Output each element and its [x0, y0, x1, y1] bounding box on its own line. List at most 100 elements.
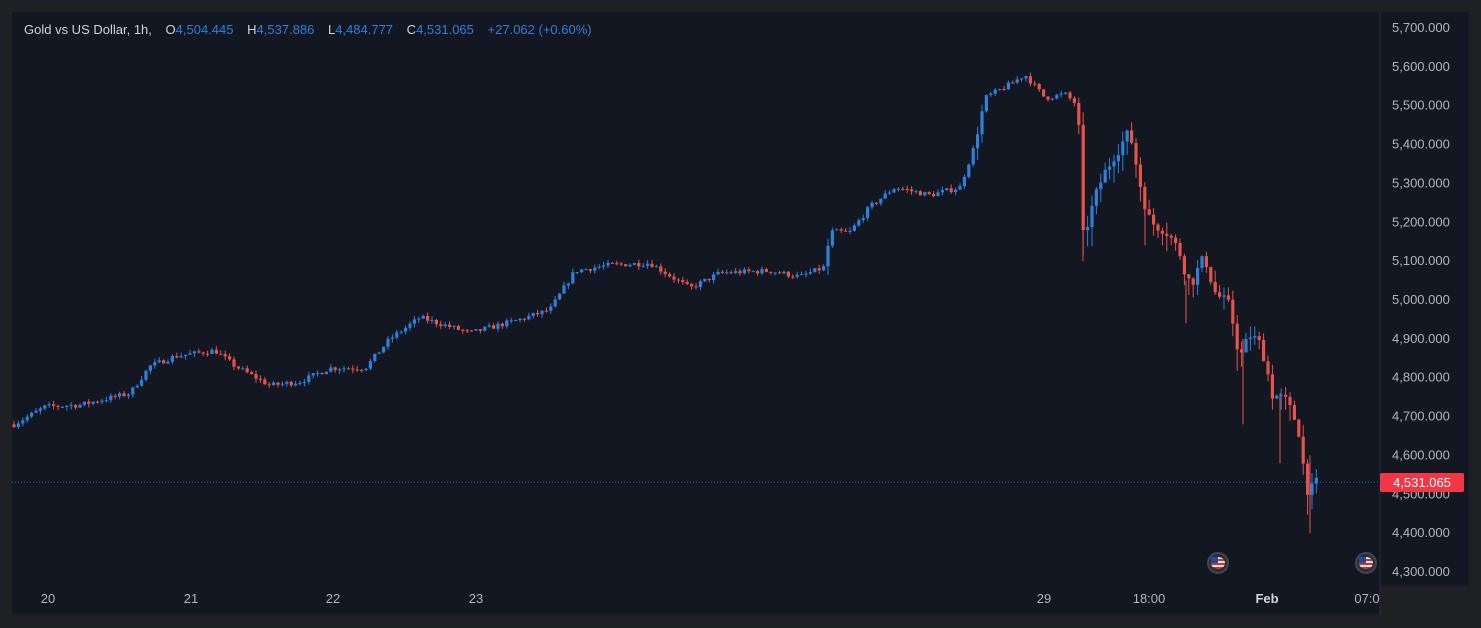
- candle-body: [232, 359, 236, 367]
- candle-body: [1262, 339, 1266, 362]
- current-price-tag: 4,531.065: [1380, 472, 1464, 492]
- candle-body: [1077, 102, 1081, 125]
- candle-body: [412, 319, 416, 324]
- candle-body: [47, 404, 51, 406]
- candle-body: [487, 325, 491, 327]
- candle-body: [250, 372, 254, 375]
- candle-body: [751, 271, 755, 273]
- candle-body: [192, 351, 196, 354]
- candle-body: [1248, 337, 1252, 340]
- x-tick-label: 20: [41, 591, 55, 606]
- candle-body: [148, 365, 152, 371]
- candle-body: [1209, 267, 1213, 282]
- candle-body: [698, 281, 702, 288]
- candle-body: [1152, 214, 1156, 225]
- candle-body: [1103, 169, 1107, 183]
- candle-body: [940, 190, 944, 193]
- candle-body: [1112, 161, 1116, 167]
- candle-body: [949, 188, 953, 193]
- open-value: 4,504.445: [175, 22, 234, 37]
- candle-body: [1174, 237, 1178, 243]
- candle-body: [201, 352, 205, 354]
- y-tick-label: 4,900.000: [1392, 331, 1450, 346]
- candle-body: [1213, 281, 1217, 293]
- candle-body: [162, 360, 166, 364]
- candle-body: [355, 369, 359, 371]
- candle-body: [861, 217, 865, 221]
- candle-body: [610, 262, 614, 264]
- y-tick-label: 5,200.000: [1392, 214, 1450, 229]
- candle-body: [549, 306, 553, 311]
- candle-body: [769, 271, 773, 273]
- candle-body: [1218, 292, 1222, 297]
- candle-body: [1042, 89, 1046, 97]
- candle-body: [1068, 92, 1072, 99]
- candle-body: [368, 360, 372, 369]
- candle-body: [210, 349, 214, 355]
- candle-body: [1301, 436, 1305, 464]
- candle-body: [21, 420, 25, 424]
- x-tick-label: 29: [1037, 591, 1051, 606]
- candle-body: [214, 349, 218, 354]
- candle-body: [1134, 143, 1138, 165]
- candle-body: [500, 323, 504, 327]
- candle-body: [170, 356, 174, 362]
- y-tick-label: 5,000.000: [1392, 292, 1450, 307]
- candle-body: [338, 369, 342, 371]
- y-tick-label: 5,500.000: [1392, 98, 1450, 113]
- candle-body: [558, 293, 562, 300]
- candle-body: [56, 405, 60, 407]
- close-label: C: [406, 22, 417, 37]
- candle-body: [571, 272, 575, 284]
- candle-body: [742, 269, 746, 274]
- candle-body: [456, 326, 460, 330]
- candle-body: [958, 186, 962, 190]
- candle-body: [808, 272, 812, 274]
- y-tick-label: 4,800.000: [1392, 370, 1450, 385]
- candle-body: [135, 385, 139, 388]
- candle-body: [324, 371, 328, 375]
- y-tick-label: 5,700.000: [1392, 20, 1450, 35]
- candle-body: [1257, 336, 1261, 340]
- candle-body: [954, 189, 958, 193]
- candle-body: [78, 404, 82, 408]
- candle-body: [1002, 89, 1006, 91]
- candle-body: [96, 401, 100, 403]
- candle-body: [857, 220, 861, 226]
- us-flag-icon[interactable]: [1207, 552, 1229, 574]
- candle-body: [729, 272, 733, 274]
- candle-body: [1130, 130, 1134, 144]
- candle-body: [795, 274, 799, 277]
- candle-body: [267, 384, 271, 386]
- candle-body: [1266, 361, 1270, 375]
- candle-body: [1064, 92, 1068, 94]
- candle-body: [509, 320, 513, 322]
- us-flag-icon[interactable]: [1355, 552, 1377, 574]
- candle-body: [399, 331, 403, 333]
- candle-body: [1138, 164, 1142, 187]
- candle-body: [646, 263, 650, 266]
- candle-body: [1081, 124, 1085, 231]
- candle-body: [514, 320, 518, 322]
- candle-body: [927, 192, 931, 195]
- candle-body: [989, 93, 993, 96]
- low-value: 4,484.777: [335, 22, 394, 37]
- candle-body: [109, 395, 113, 401]
- candle-body: [104, 400, 108, 402]
- candle-body: [531, 312, 535, 316]
- candle-body: [817, 268, 821, 271]
- candle-body: [373, 353, 377, 361]
- candle-body: [60, 406, 64, 408]
- candle-body: [69, 405, 73, 407]
- candle-body: [773, 272, 777, 274]
- candle-body: [848, 230, 852, 232]
- y-tick-label: 5,400.000: [1392, 137, 1450, 152]
- candle-body: [188, 353, 192, 355]
- candle-body: [452, 326, 456, 328]
- candle-body: [1187, 274, 1191, 279]
- candle-body: [1297, 419, 1301, 437]
- candle-body: [764, 269, 768, 272]
- candle-body: [1182, 256, 1186, 275]
